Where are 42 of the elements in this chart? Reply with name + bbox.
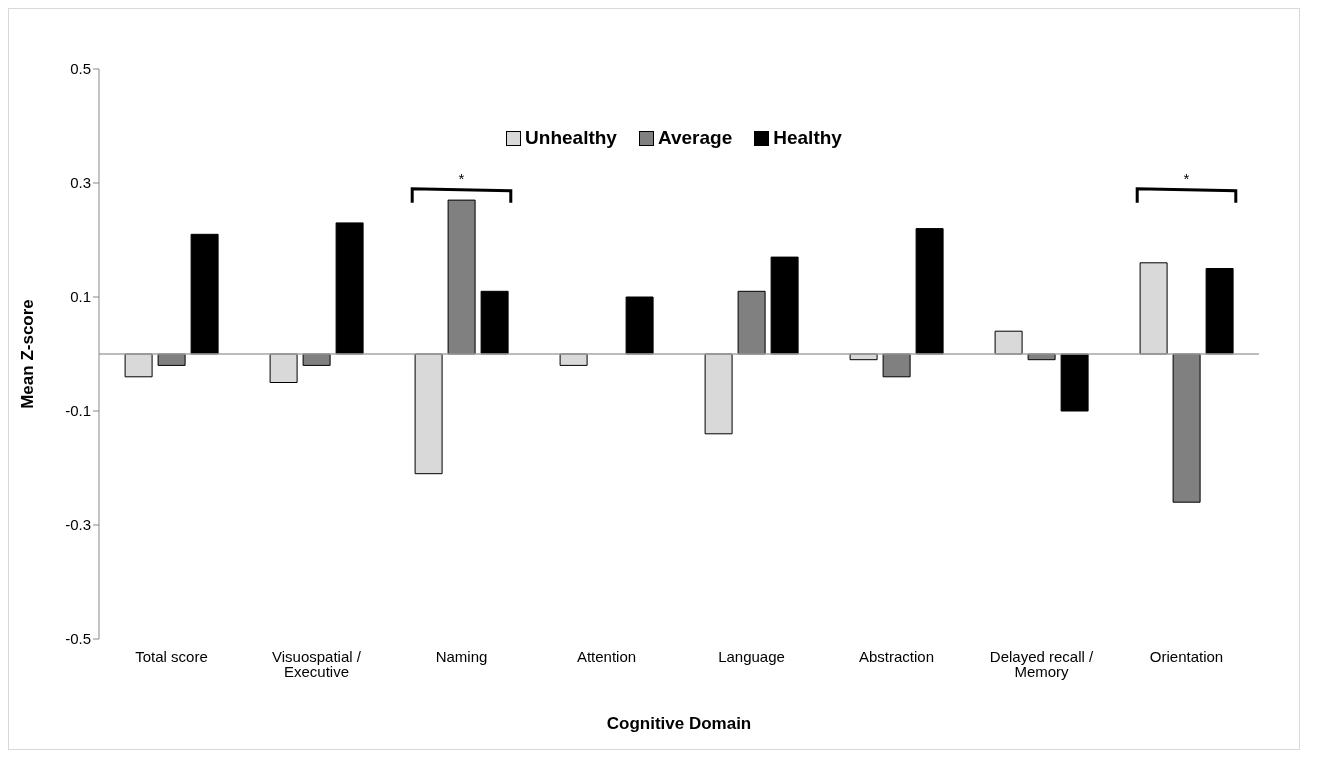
bar xyxy=(625,296,654,355)
x-tick-label: Delayed recall / Memory xyxy=(989,647,1095,680)
x-tick-label: Language xyxy=(718,647,785,665)
legend-label: Unhealthy xyxy=(525,127,617,149)
y-tick-label: -0.5 xyxy=(65,630,91,648)
bar xyxy=(704,353,733,435)
x-axis-title: Cognitive Domain xyxy=(606,714,752,733)
x-tick-label: Orientation xyxy=(1149,647,1224,665)
bar xyxy=(1139,262,1168,355)
y-tick-label: -0.3 xyxy=(65,516,91,534)
bar xyxy=(480,290,509,355)
bar xyxy=(882,353,911,378)
x-tick-label: Visuospatial / Executive xyxy=(272,647,362,680)
bar xyxy=(1172,353,1201,503)
bar xyxy=(737,290,766,355)
legend-label: Average xyxy=(657,127,733,149)
bar xyxy=(302,353,331,366)
y-tick-label: 0.5 xyxy=(70,60,91,78)
bar xyxy=(915,228,944,355)
x-tick-label: Attention xyxy=(576,647,637,665)
y-tick-label: -0.1 xyxy=(65,402,91,420)
y-tick-label: 0.3 xyxy=(70,174,91,192)
bar xyxy=(157,353,186,366)
bar xyxy=(1205,268,1234,355)
y-tick-label: 0.1 xyxy=(70,288,91,306)
bar xyxy=(190,233,219,355)
y-axis-title: Mean Z-score xyxy=(18,299,38,409)
bar xyxy=(335,222,364,355)
x-tick-label: Naming xyxy=(435,647,488,665)
bar xyxy=(447,199,476,355)
bar xyxy=(414,353,443,475)
bar xyxy=(269,353,298,383)
bar xyxy=(770,256,799,355)
bar xyxy=(994,330,1023,355)
annotation: * xyxy=(458,169,465,187)
legend-label: Healthy xyxy=(773,127,842,149)
bar xyxy=(559,353,588,366)
bar xyxy=(124,353,153,378)
x-tick-label: Abstraction xyxy=(858,647,935,665)
annotation: * xyxy=(1183,169,1190,187)
x-tick-label: Total score xyxy=(135,647,208,665)
bar xyxy=(1060,353,1089,412)
